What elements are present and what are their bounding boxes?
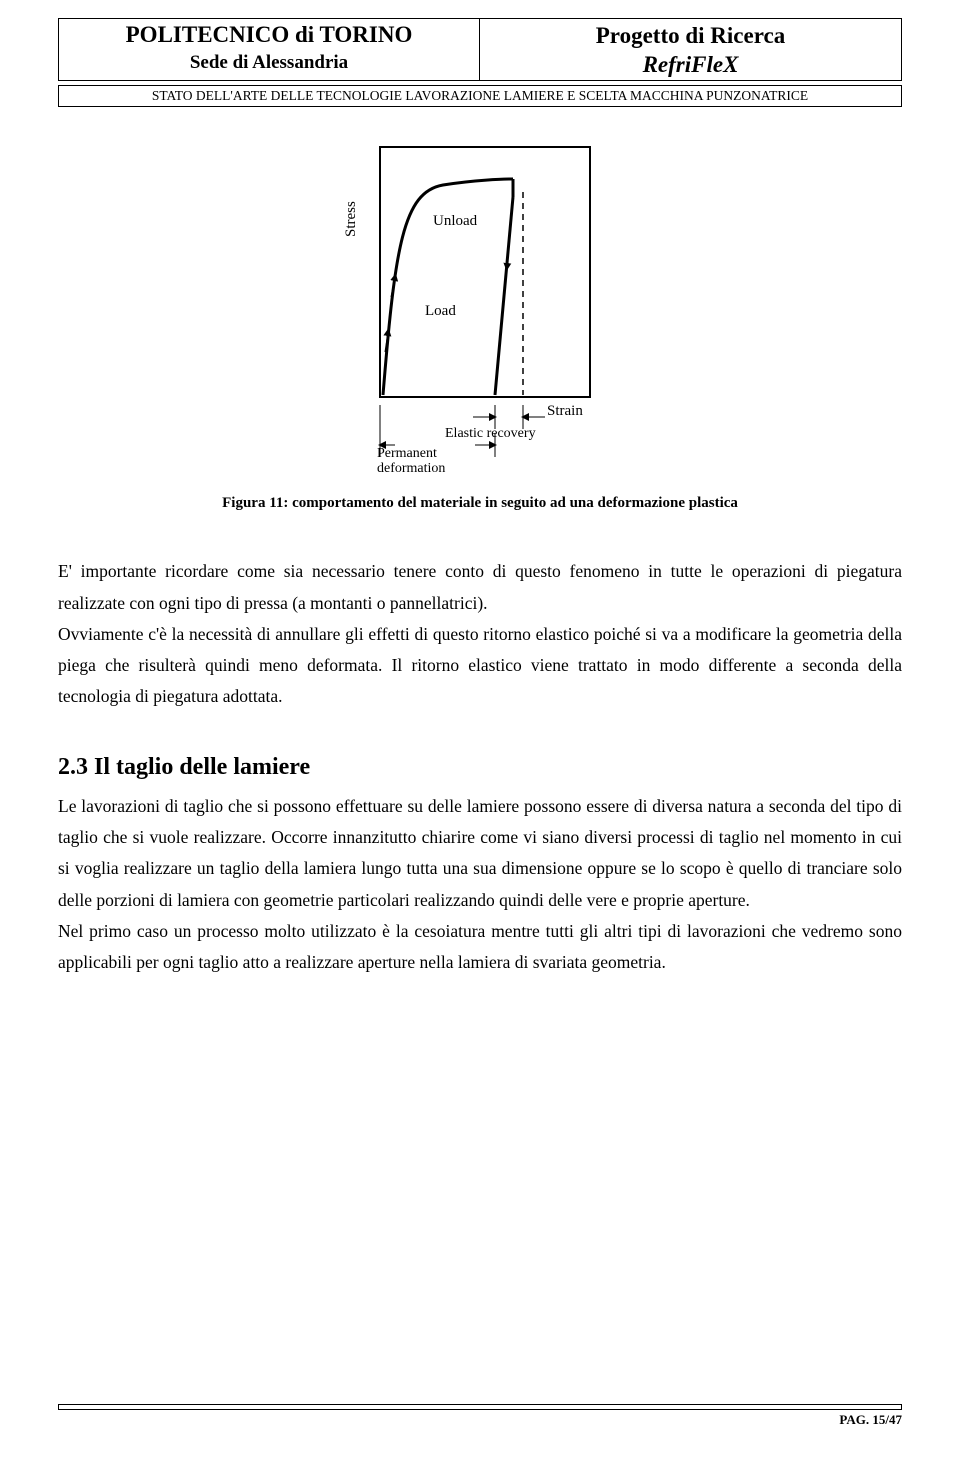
- elastic-recovery-label: Elastic recovery: [445, 426, 536, 441]
- page-footer: PAG. 15/47: [58, 1404, 902, 1428]
- project-name: RefriFleX: [484, 51, 897, 79]
- institution-name: POLITECNICO di TORINO: [63, 21, 475, 49]
- project-label: Progetto di Ricerca: [484, 21, 897, 51]
- permanent-def-label-2: deformation: [377, 461, 445, 472]
- x-axis-label: Strain: [547, 403, 583, 419]
- page-header: POLITECNICO di TORINO Sede di Alessandri…: [58, 18, 902, 81]
- footer-rule: [58, 1404, 902, 1410]
- header-row: POLITECNICO di TORINO Sede di Alessandri…: [59, 19, 901, 80]
- document-subtitle: STATO DELL'ARTE DELLE TECNOLOGIE LAVORAZ…: [58, 85, 902, 107]
- section-heading-2-3: 2.3 Il taglio delle lamiere: [58, 754, 902, 781]
- unload-label: Unload: [433, 213, 478, 229]
- section-title: Il taglio delle lamiere: [94, 754, 310, 780]
- permanent-def-label-1: Permanent: [377, 446, 437, 461]
- figure-11: Stress Unload Load Strain Elastic recove…: [58, 137, 902, 477]
- header-left-cell: POLITECNICO di TORINO Sede di Alessandri…: [59, 19, 480, 80]
- institution-location: Sede di Alessandria: [63, 49, 475, 78]
- paragraph-3: Le lavorazioni di taglio che si possono …: [58, 791, 902, 916]
- paragraph-2: Ovviamente c'è la necessità di annullare…: [58, 619, 902, 712]
- y-axis-label: Stress: [343, 201, 359, 237]
- stress-strain-diagram: Stress Unload Load Strain Elastic recove…: [325, 137, 635, 472]
- paragraph-4: Nel primo caso un processo molto utilizz…: [58, 916, 902, 978]
- paragraph-1: E' importante ricordare come sia necessa…: [58, 556, 902, 618]
- chart-frame: [380, 147, 590, 397]
- load-label: Load: [425, 303, 456, 319]
- page-number: PAG. 15/47: [58, 1412, 902, 1428]
- figure-caption: Figura 11: comportamento del materiale i…: [58, 495, 902, 512]
- header-right-cell: Progetto di Ricerca RefriFleX: [480, 19, 901, 80]
- section-number: 2.3: [58, 754, 88, 780]
